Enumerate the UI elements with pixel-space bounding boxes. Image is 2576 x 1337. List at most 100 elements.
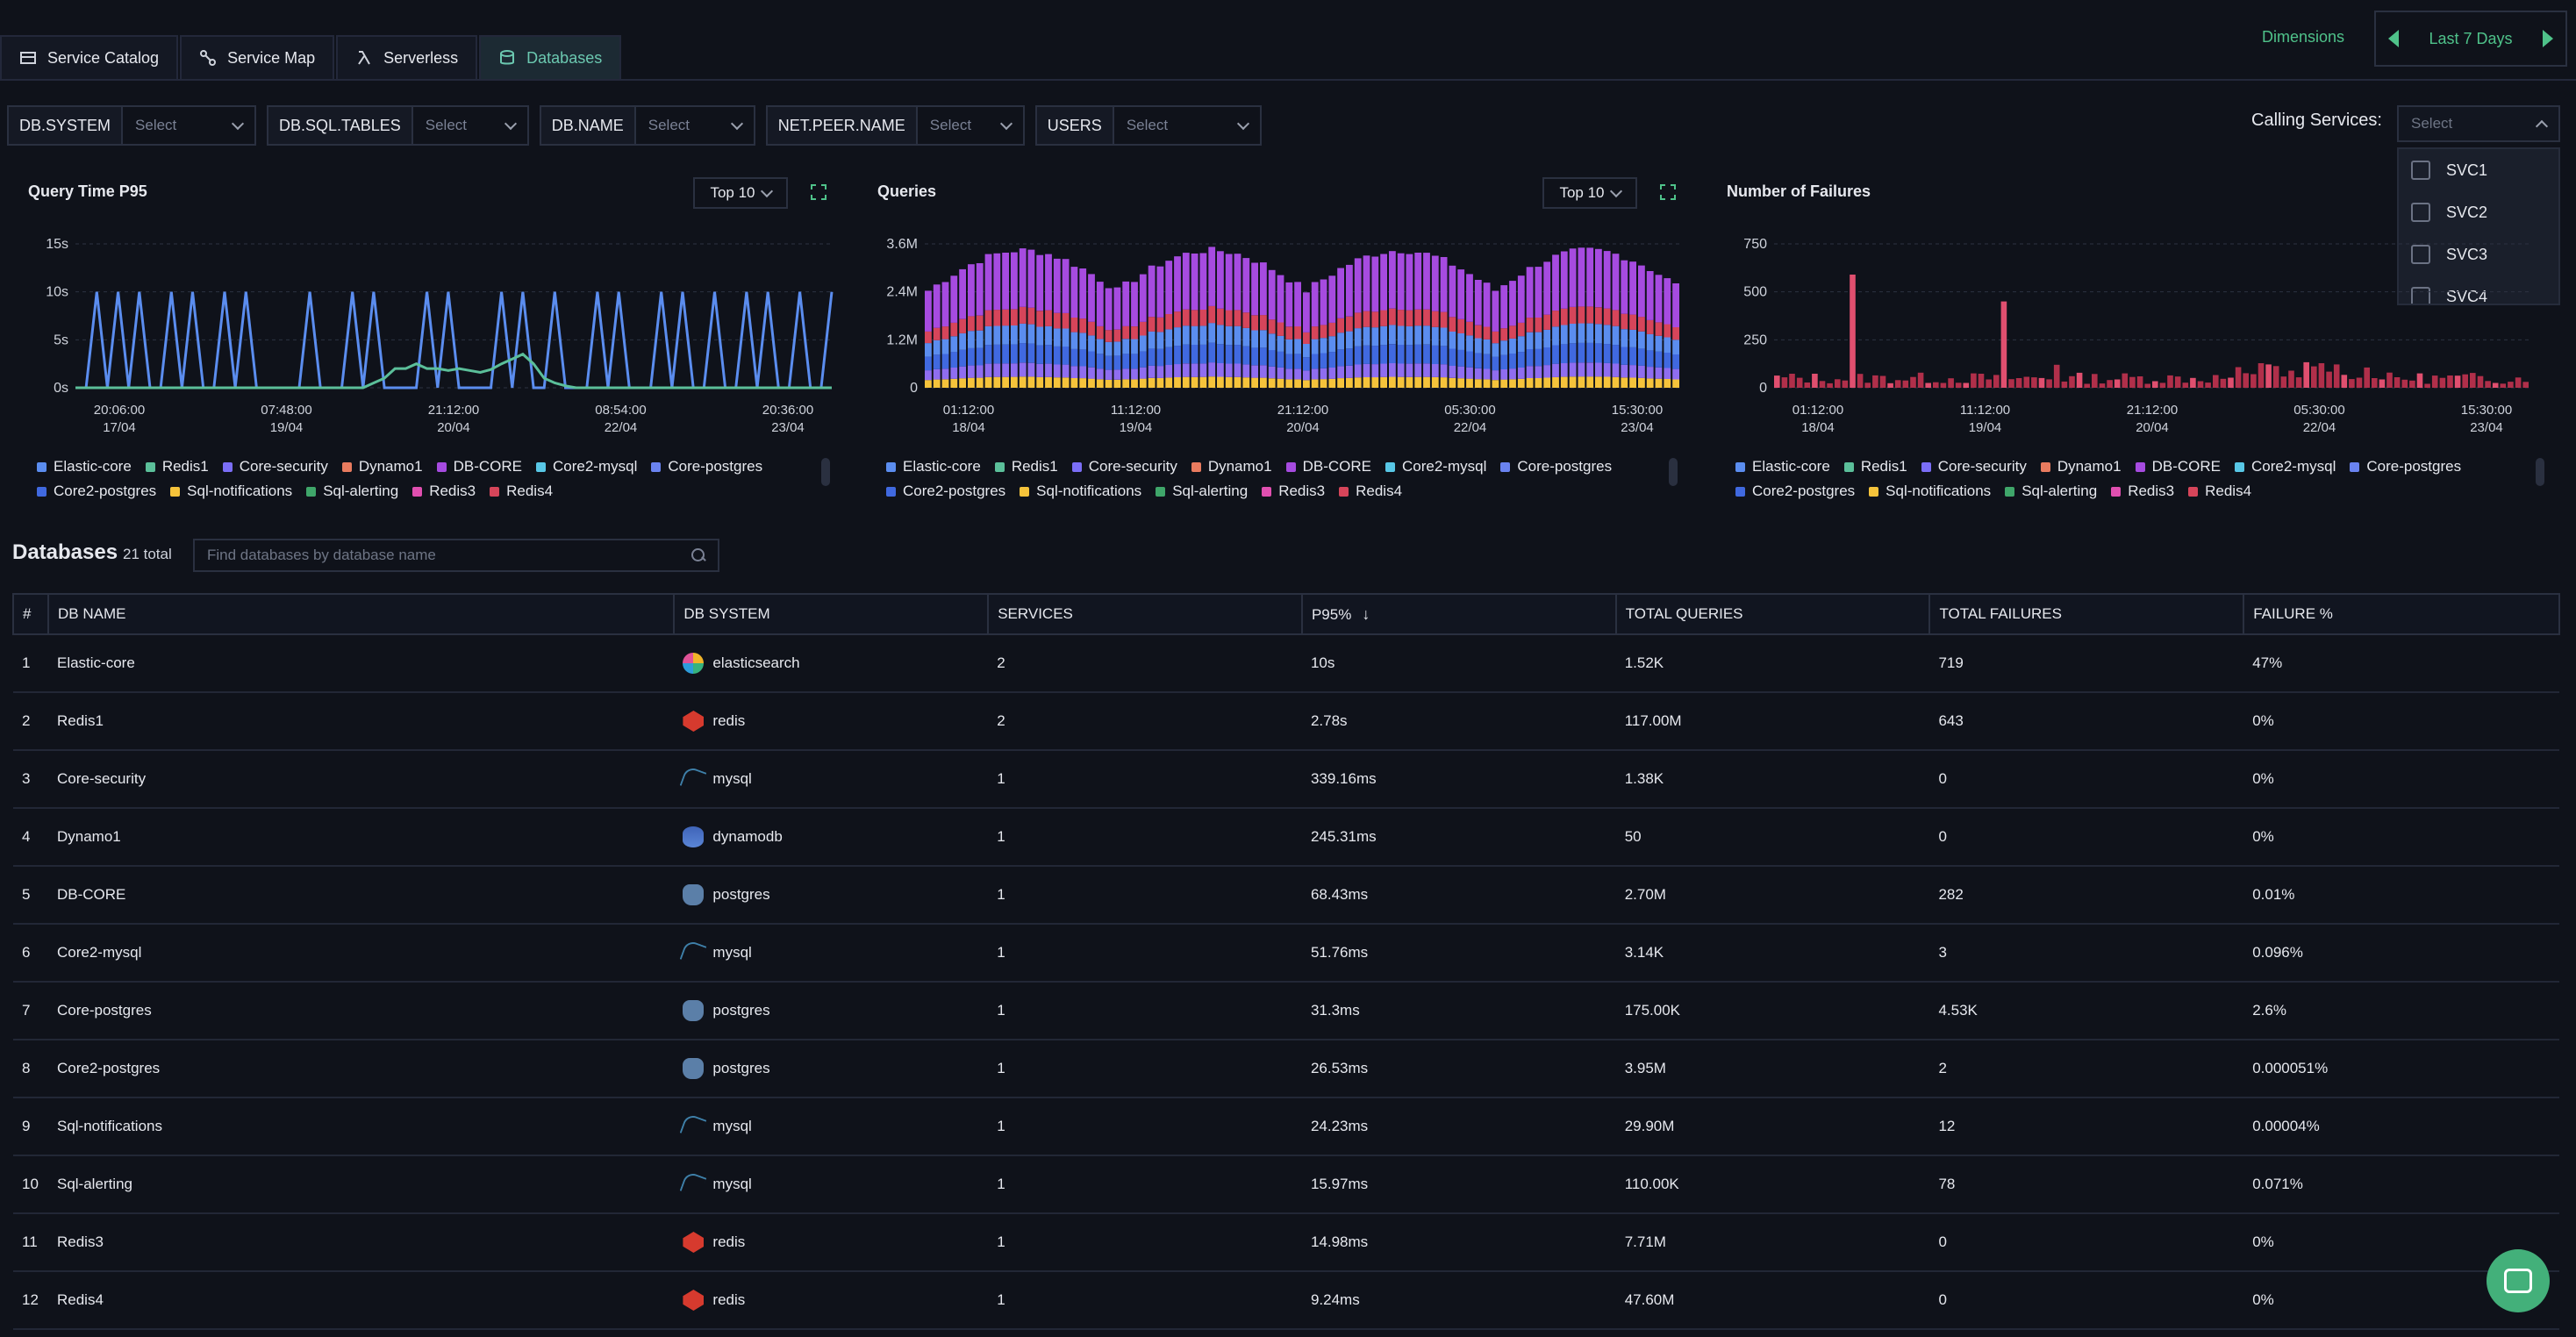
legend-item[interactable]: Elastic-core <box>37 458 132 475</box>
filter-db-name[interactable]: DB.NAME Select <box>539 105 755 146</box>
table-row[interactable]: 6 Core2-mysql mysql 1 51.76ms 3.14K 3 0.096% <box>13 924 2559 983</box>
legend-item[interactable]: Core2-postgres <box>886 483 1005 500</box>
legend-item[interactable]: Core-postgres <box>2350 458 2461 475</box>
table-row[interactable]: 11 Redis3 redis 1 14.98ms 7.71M 0 0% <box>13 1213 2559 1272</box>
next-arrow-icon[interactable] <box>2542 30 2553 47</box>
bar-segment <box>1812 374 1818 388</box>
filter-db-sql-tables[interactable]: DB.SQL.TABLES Select <box>267 105 529 146</box>
legend-item[interactable]: Elastic-core <box>1735 458 1830 475</box>
legend-item[interactable]: Core2-mysql <box>2235 458 2336 475</box>
legend-item[interactable]: Redis4 <box>490 483 553 500</box>
bar-segment <box>1406 254 1413 311</box>
legend-item[interactable]: DB-CORE <box>1285 458 1371 475</box>
legend-scrollbar[interactable] <box>1669 458 1678 486</box>
dimensions-button[interactable]: Dimensions <box>2262 28 2345 46</box>
legend-item[interactable]: Dynamo1 <box>1191 458 1272 475</box>
table-row[interactable]: 10 Sql-alerting mysql 1 15.97ms 110.00K 78 0.07… <box>13 1155 2559 1214</box>
filter-select[interactable]: Select <box>1114 107 1260 144</box>
time-range-selector[interactable]: Last 7 Days <box>2374 11 2567 67</box>
table-row[interactable]: 12 Redis4 redis 1 9.24ms 47.60M 0 0% <box>13 1271 2559 1330</box>
legend-item[interactable]: Redis1 <box>145 458 209 475</box>
legend-item[interactable]: Redis4 <box>1339 483 1402 500</box>
legend-scrollbar[interactable] <box>2536 458 2544 486</box>
legend-item[interactable]: Redis3 <box>412 483 476 500</box>
dropdown-option-svc4[interactable]: SVC4 <box>2399 275 2558 304</box>
filter-select[interactable]: Select <box>918 107 1023 144</box>
filter-users[interactable]: USERS Select <box>1034 105 1262 146</box>
legend-item[interactable]: Dynamo1 <box>2040 458 2122 475</box>
legend-item[interactable]: Core-security <box>1921 458 2027 475</box>
legend-item[interactable]: DB-CORE <box>2135 458 2221 475</box>
legend-item[interactable]: Sql-alerting <box>306 483 398 500</box>
table-row[interactable]: 4 Dynamo1 dynamodb 1 245.31ms 50 0 0% <box>13 808 2559 867</box>
legend-item[interactable]: Core-postgres <box>651 458 762 475</box>
legend-item[interactable]: Sql-alerting <box>2005 483 2097 500</box>
chat-button[interactable] <box>2487 1249 2550 1312</box>
column-header-p95[interactable]: P95% ↓ <box>1300 593 1617 635</box>
dropdown-option-svc2[interactable]: SVC2 <box>2399 191 2558 233</box>
filter-net-peer-name[interactable]: NET.PEER.NAME Select <box>765 105 1025 146</box>
bar-segment <box>1113 369 1121 380</box>
legend-item[interactable]: Redis1 <box>1843 458 1907 475</box>
bar-segment <box>1543 261 1551 315</box>
tab-serverless[interactable]: Serverless <box>336 35 478 79</box>
table-row[interactable]: 2 Redis1 redis 2 2.78s 117.00M 643 0% <box>13 692 2559 751</box>
checkbox[interactable] <box>2411 287 2430 304</box>
top10-select[interactable]: Top 10 <box>1542 177 1637 209</box>
table-row[interactable]: 1 Elastic-core elasticsearch 2 10s 1.52K 719 47… <box>13 634 2559 693</box>
filter-db-system[interactable]: DB.SYSTEM Select <box>7 105 257 146</box>
filter-select[interactable]: Select <box>636 107 754 144</box>
legend-item[interactable]: Redis4 <box>2188 483 2251 500</box>
legend-item[interactable]: Core2-mysql <box>536 458 637 475</box>
lambda-icon <box>358 51 370 65</box>
table-row[interactable]: 8 Core2-postgres postgres 1 26.53ms 3.95M 2 0.0… <box>13 1040 2559 1098</box>
tab-service-catalog[interactable]: Service Catalog <box>0 35 179 79</box>
legend-item[interactable]: Sql-notifications <box>170 483 292 500</box>
legend-item[interactable]: Core-postgres <box>1500 458 1612 475</box>
checkbox[interactable] <box>2411 245 2430 264</box>
cell-failure-pct: 0% <box>2243 808 2559 867</box>
legend-item[interactable]: Core-security <box>222 458 328 475</box>
table-row[interactable]: 9 Sql-notifications mysql 1 24.23ms 29.90M 12 0… <box>13 1097 2559 1156</box>
filter-select[interactable]: Select <box>123 107 254 144</box>
legend-item[interactable]: Elastic-core <box>886 458 981 475</box>
column-header-total-failures[interactable]: TOTAL FAILURES <box>1928 593 2245 635</box>
dropdown-option-svc3[interactable]: SVC3 <box>2399 233 2558 275</box>
prev-arrow-icon[interactable] <box>2388 30 2399 47</box>
legend-item[interactable]: Redis3 <box>2111 483 2174 500</box>
column-header-services[interactable]: SERVICES <box>987 593 1303 635</box>
expand-icon[interactable] <box>1660 184 1676 200</box>
bar-segment <box>1320 353 1327 368</box>
column-header-db-system[interactable]: DB SYSTEM <box>673 593 990 635</box>
table-row[interactable]: 7 Core-postgres postgres 1 31.3ms 175.00K 4.53… <box>13 982 2559 1040</box>
checkbox[interactable] <box>2411 161 2430 180</box>
legend-item[interactable]: DB-CORE <box>436 458 522 475</box>
column-header-total-queries[interactable]: TOTAL QUERIES <box>1614 593 1931 635</box>
expand-icon[interactable] <box>811 184 826 200</box>
table-row[interactable]: 3 Core-security mysql 1 339.16ms 1.38K 0 0% <box>13 750 2559 809</box>
database-search-input[interactable]: Find databases by database name <box>193 539 719 572</box>
table-row[interactable]: 5 DB-CORE postgres 1 68.43ms 2.70M 282 0.01% <box>13 866 2559 925</box>
filter-select[interactable]: Select <box>413 107 527 144</box>
legend-item[interactable]: Redis1 <box>994 458 1058 475</box>
tab-service-map[interactable]: Service Map <box>180 35 335 79</box>
legend-item[interactable]: Core-security <box>1071 458 1177 475</box>
bar-segment <box>984 254 992 311</box>
legend-item[interactable]: Sql-notifications <box>1020 483 1141 500</box>
dropdown-option-svc1[interactable]: SVC1 <box>2399 149 2558 191</box>
legend-item[interactable]: Sql-alerting <box>1156 483 1248 500</box>
tab-databases[interactable]: Databases <box>479 35 622 79</box>
legend-item[interactable]: Dynamo1 <box>341 458 423 475</box>
column-header-db-name[interactable]: DB NAME <box>47 593 676 635</box>
legend-item[interactable]: Sql-notifications <box>1869 483 1991 500</box>
legend-item[interactable]: Core2-postgres <box>37 483 156 500</box>
legend-item[interactable]: Core2-postgres <box>1735 483 1855 500</box>
calling-services-select[interactable]: Select <box>2397 105 2560 142</box>
column-header-index[interactable]: # <box>12 593 49 635</box>
top10-select[interactable]: Top 10 <box>693 177 788 209</box>
column-header-failure-pct[interactable]: FAILURE % <box>2243 593 2560 635</box>
legend-item[interactable]: Core2-mysql <box>1385 458 1486 475</box>
checkbox[interactable] <box>2411 203 2430 222</box>
legend-item[interactable]: Redis3 <box>1262 483 1325 500</box>
legend-scrollbar[interactable] <box>821 458 830 486</box>
